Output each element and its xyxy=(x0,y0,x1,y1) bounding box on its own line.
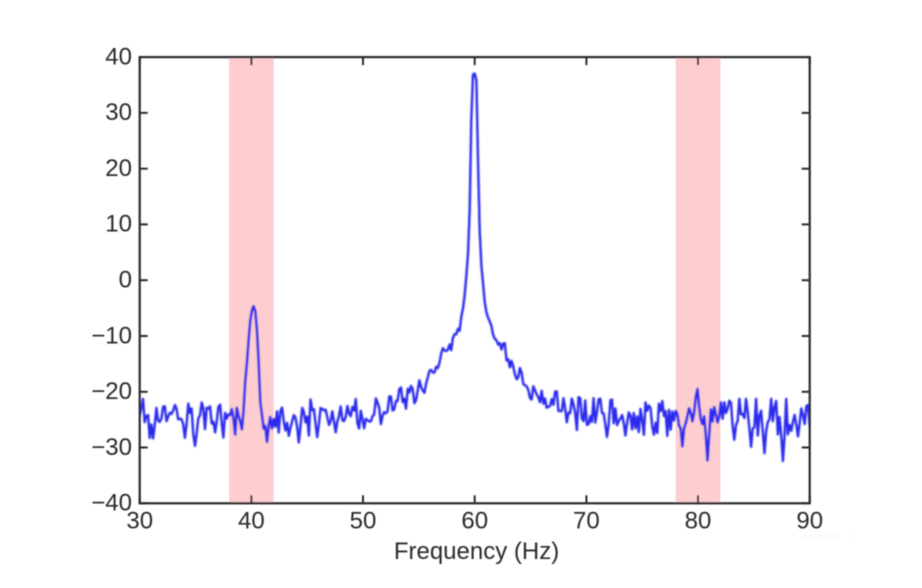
svg-text:30: 30 xyxy=(126,507,153,534)
svg-text:20: 20 xyxy=(105,155,132,182)
svg-text:90: 90 xyxy=(796,507,823,534)
svg-text:−10: −10 xyxy=(91,322,132,349)
svg-text:40: 40 xyxy=(105,43,132,70)
svg-text:−40: −40 xyxy=(91,490,132,517)
svg-text:-- -- - ·: -- -- - · xyxy=(803,530,852,542)
svg-text:40: 40 xyxy=(238,507,265,534)
svg-text:−30: −30 xyxy=(91,434,132,461)
svg-text:−20: −20 xyxy=(91,378,132,405)
svg-text:50: 50 xyxy=(350,507,377,534)
svg-text:60: 60 xyxy=(461,507,488,534)
svg-text:80: 80 xyxy=(685,507,712,534)
svg-text:30: 30 xyxy=(105,99,132,126)
svg-text:Frequency (Hz): Frequency (Hz) xyxy=(394,538,559,565)
svg-text:0: 0 xyxy=(119,267,132,294)
svg-text:70: 70 xyxy=(573,507,600,534)
svg-text:10: 10 xyxy=(105,211,132,238)
